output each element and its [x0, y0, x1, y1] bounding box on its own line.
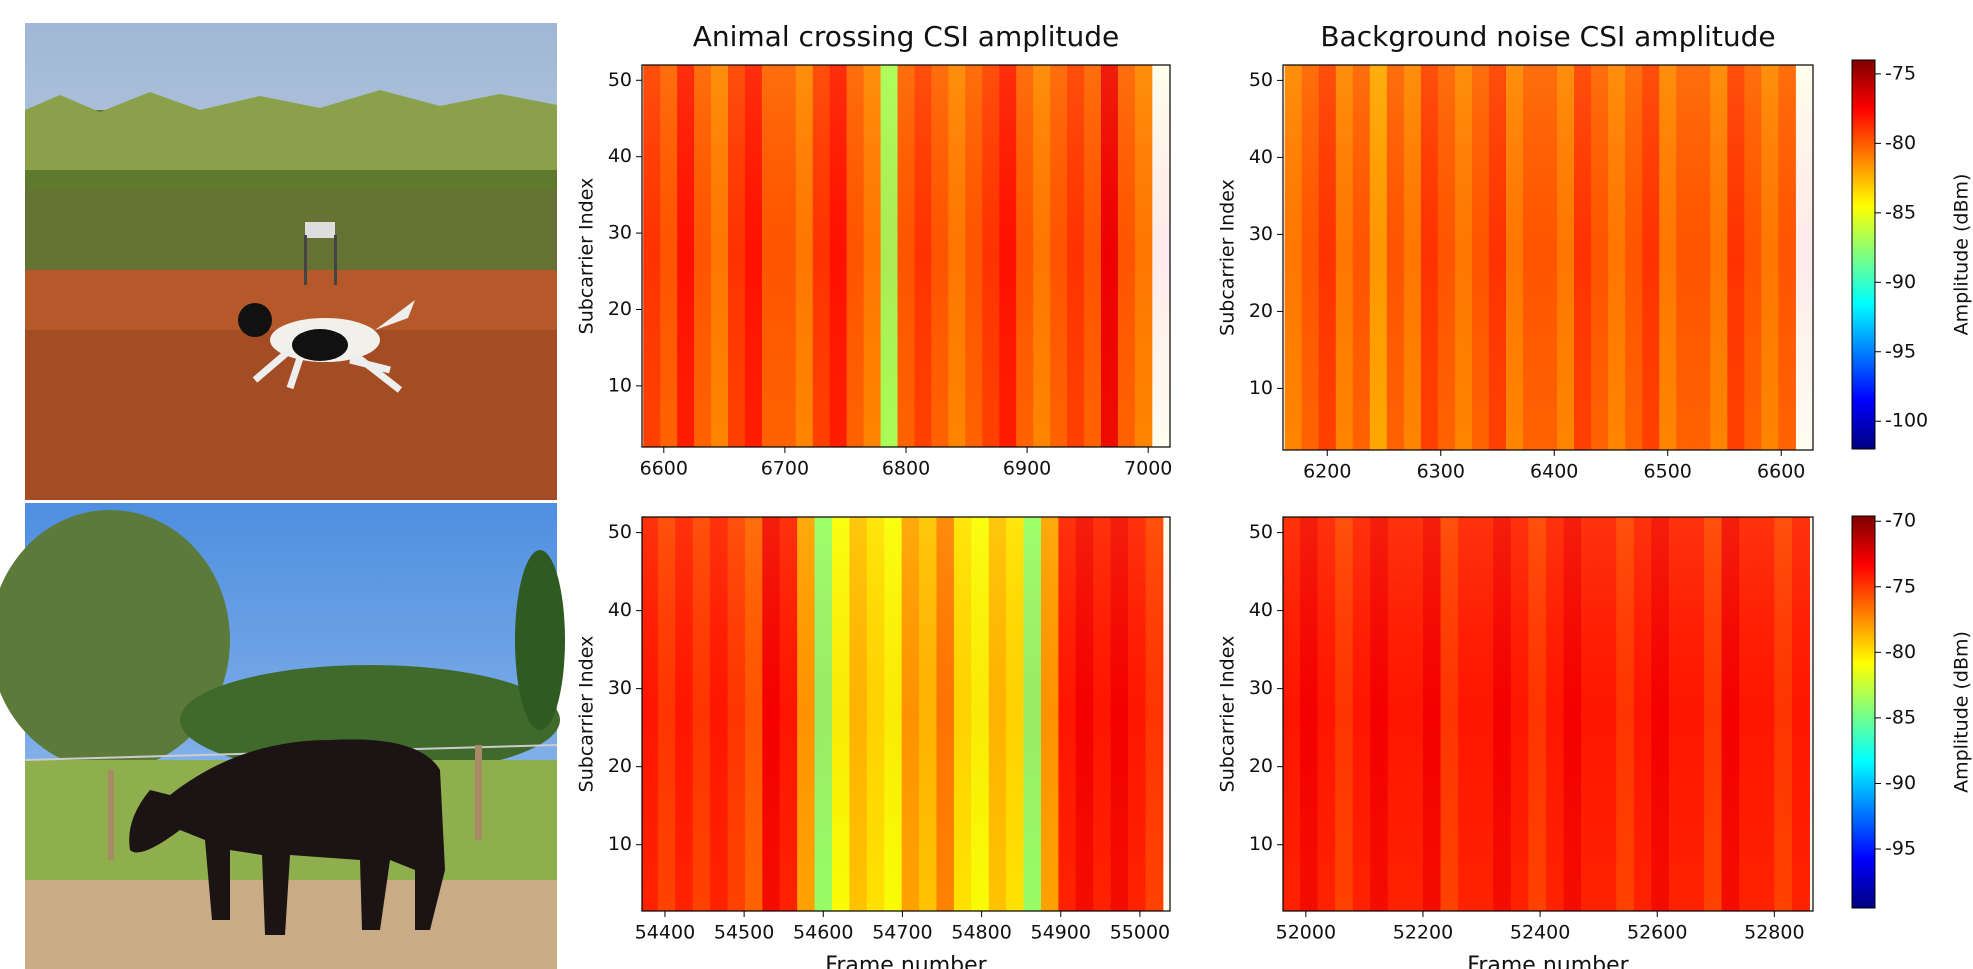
x-tick-label: 55000	[1110, 922, 1170, 944]
x-axis-label: Frame number	[1467, 953, 1629, 969]
colorbar-tick-label: -70	[1885, 510, 1916, 532]
x-tick-label: 6900	[1003, 458, 1051, 480]
colorbar-tick-label: -75	[1885, 62, 1916, 84]
plot-frame	[1282, 64, 1814, 451]
x-tick-label: 6500	[1644, 461, 1692, 483]
heatmap-cells	[642, 65, 1170, 447]
x-tick-label: 54700	[872, 922, 932, 944]
x-tick-label: 54800	[951, 922, 1011, 944]
x-tick-label: 6800	[882, 458, 930, 480]
y-tick-label: 50	[1249, 69, 1273, 91]
x-tick-label: 52600	[1627, 922, 1687, 944]
colorbar-tick-label: -80	[1885, 132, 1916, 154]
x-tick-label: 7000	[1124, 458, 1172, 480]
y-tick-label: 20	[1249, 755, 1273, 777]
photo-cow	[0, 503, 565, 969]
x-tick-label: 54900	[1031, 922, 1091, 944]
x-tick-label: 54500	[714, 922, 774, 944]
plot-frame	[1282, 516, 1814, 912]
colorbar	[1851, 515, 1876, 909]
x-tick-label: 6300	[1417, 461, 1465, 483]
shade	[642, 65, 1170, 447]
x-axis-label: Frame number	[825, 953, 987, 969]
heatmap-cells	[1283, 517, 1813, 911]
y-tick-label: 30	[608, 222, 632, 244]
x-tick-label: 54600	[793, 922, 853, 944]
x-tick-label: 6200	[1303, 461, 1351, 483]
photo-dog	[25, 23, 557, 500]
colorbar-tick-label: -90	[1885, 772, 1916, 794]
y-axis-label: Subcarrier Index	[1217, 636, 1239, 793]
y-tick-label: 50	[608, 521, 632, 543]
shade	[642, 517, 1170, 911]
x-tick-label: 6600	[640, 458, 688, 480]
colorbar	[1851, 59, 1876, 450]
colorbar-tick-label: -80	[1885, 641, 1916, 663]
colorbar-tick-label: -75	[1885, 575, 1916, 597]
heatmap-cells	[1283, 65, 1813, 450]
chart-title: Animal crossing CSI amplitude	[693, 20, 1120, 53]
colorbar-tick-label: -85	[1885, 706, 1916, 728]
colorbar-tick-label: -100	[1885, 410, 1928, 432]
heatmap-cells	[642, 517, 1170, 911]
y-tick-label: 30	[1249, 677, 1273, 699]
y-tick-label: 20	[608, 755, 632, 777]
y-tick-label: 10	[608, 833, 632, 855]
plot-frame	[641, 516, 1171, 912]
y-tick-label: 50	[608, 69, 632, 91]
x-tick-label: 52800	[1744, 922, 1804, 944]
x-tick-label: 52200	[1393, 922, 1453, 944]
colorbar-label: Amplitude (dBm)	[1951, 631, 1973, 793]
y-tick-label: 40	[1249, 599, 1273, 621]
chart-title: Background noise CSI amplitude	[1320, 20, 1775, 53]
x-tick-label: 6700	[761, 458, 809, 480]
colorbar-tick-label: -95	[1885, 838, 1916, 860]
y-tick-label: 10	[1249, 377, 1273, 399]
y-tick-label: 30	[1249, 223, 1273, 245]
colorbar-tick-label: -90	[1885, 271, 1916, 293]
x-tick-label: 52400	[1510, 922, 1570, 944]
y-tick-label: 40	[1249, 146, 1273, 168]
shade	[1283, 65, 1813, 450]
y-axis-label: Subcarrier Index	[576, 178, 598, 335]
y-tick-label: 20	[608, 298, 632, 320]
x-tick-label: 6600	[1757, 461, 1805, 483]
y-tick-label: 30	[608, 677, 632, 699]
y-tick-label: 50	[1249, 521, 1273, 543]
y-axis-label: Subcarrier Index	[576, 636, 598, 793]
colorbar-tick-label: -85	[1885, 201, 1916, 223]
x-tick-label: 52000	[1276, 922, 1336, 944]
y-axis-label: Subcarrier Index	[1217, 179, 1239, 336]
y-tick-label: 40	[608, 145, 632, 167]
plots: 6600 6700 6800 6900 7000 10 20 30 40 50 Animal cro…	[576, 20, 1973, 969]
x-tick-label: 6400	[1530, 461, 1578, 483]
y-tick-label: 10	[608, 374, 632, 396]
y-tick-label: 40	[608, 599, 632, 621]
x-tick-label: 54400	[635, 922, 695, 944]
colorbar-label: Amplitude (dBm)	[1951, 174, 1973, 336]
shade	[1283, 517, 1813, 911]
y-tick-label: 10	[1249, 833, 1273, 855]
colorbar-tick-label: -95	[1885, 340, 1916, 362]
y-tick-label: 20	[1249, 300, 1273, 322]
